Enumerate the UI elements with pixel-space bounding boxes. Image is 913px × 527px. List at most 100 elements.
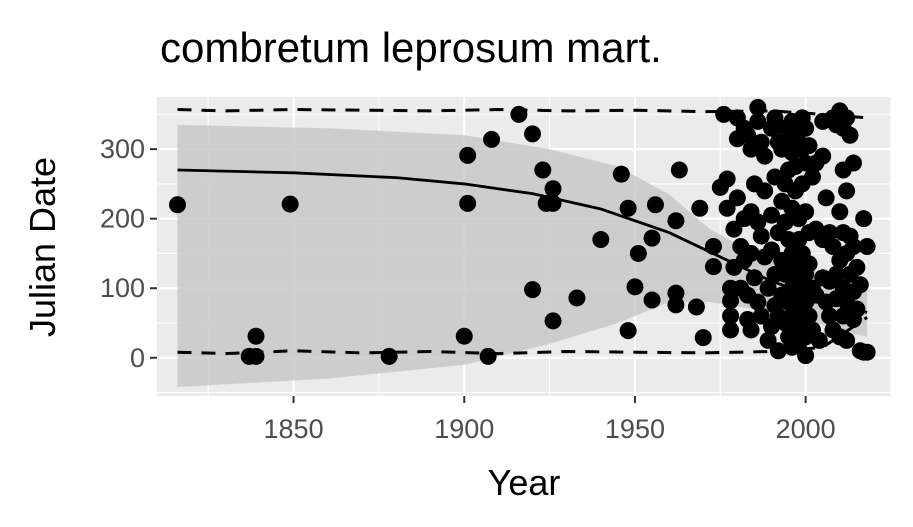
y-axis-ticks: 0 100 200 300 bbox=[100, 134, 157, 373]
data-point bbox=[704, 238, 722, 255]
data-point bbox=[827, 265, 845, 283]
data-point bbox=[821, 307, 839, 325]
data-point bbox=[838, 109, 856, 127]
x-axis-title: Year bbox=[488, 462, 561, 503]
data-point bbox=[851, 276, 869, 294]
data-point bbox=[844, 154, 862, 172]
data-point bbox=[722, 321, 740, 339]
data-point bbox=[479, 347, 497, 365]
data-point bbox=[281, 195, 299, 213]
confidence-ribbon bbox=[177, 124, 868, 387]
y-tick-label: 0 bbox=[130, 343, 145, 373]
data-point bbox=[752, 227, 770, 245]
data-point bbox=[247, 327, 265, 345]
y-tick-label: 300 bbox=[100, 134, 145, 164]
data-point bbox=[855, 210, 873, 228]
data-point bbox=[626, 278, 644, 296]
data-point bbox=[769, 342, 787, 360]
y-axis-title: Julian Date bbox=[22, 157, 63, 337]
data-point bbox=[766, 109, 784, 127]
data-point bbox=[694, 329, 712, 347]
data-point bbox=[728, 189, 746, 207]
data-point bbox=[800, 307, 818, 325]
data-point bbox=[776, 213, 794, 231]
x-tick-label: 1850 bbox=[264, 414, 324, 444]
data-point bbox=[722, 292, 740, 310]
data-point bbox=[797, 119, 815, 137]
data-point bbox=[544, 180, 562, 198]
data-point bbox=[759, 279, 777, 297]
data-point bbox=[797, 203, 815, 221]
data-point bbox=[455, 327, 473, 345]
data-point bbox=[643, 291, 661, 309]
data-point bbox=[459, 146, 477, 164]
data-point bbox=[742, 244, 760, 262]
data-point bbox=[722, 307, 740, 325]
data-point bbox=[459, 194, 477, 212]
data-point bbox=[848, 258, 866, 276]
data-point bbox=[544, 312, 562, 330]
data-point bbox=[667, 212, 685, 230]
data-point bbox=[749, 213, 767, 231]
data-point bbox=[544, 194, 562, 212]
y-tick-label: 100 bbox=[100, 273, 145, 303]
data-point bbox=[858, 238, 876, 255]
data-point bbox=[759, 331, 777, 349]
data-point bbox=[831, 203, 849, 221]
data-point bbox=[817, 189, 835, 207]
x-tick-label: 1950 bbox=[605, 414, 665, 444]
data-point bbox=[667, 296, 685, 314]
data-point bbox=[715, 105, 733, 123]
data-point bbox=[629, 244, 647, 262]
data-point bbox=[510, 105, 528, 123]
data-point bbox=[742, 321, 760, 339]
data-point bbox=[725, 220, 743, 238]
data-point bbox=[841, 126, 859, 144]
data-point bbox=[718, 199, 736, 217]
data-point bbox=[670, 161, 688, 179]
data-point bbox=[667, 284, 685, 302]
data-point bbox=[838, 331, 856, 349]
data-point bbox=[749, 98, 767, 116]
data-point bbox=[718, 170, 736, 188]
data-point bbox=[821, 224, 839, 242]
data-point bbox=[749, 112, 767, 130]
data-point bbox=[844, 238, 862, 255]
x-axis-ticks: 1850 1900 1950 2000 bbox=[264, 396, 836, 444]
data-point bbox=[646, 196, 664, 214]
ribbon-layer bbox=[177, 124, 868, 387]
data-point bbox=[534, 161, 552, 179]
data-point bbox=[752, 133, 770, 151]
data-point bbox=[838, 182, 856, 200]
data-point bbox=[568, 289, 586, 307]
data-point bbox=[619, 322, 637, 340]
data-point bbox=[763, 206, 781, 224]
data-point bbox=[524, 281, 542, 299]
data-point bbox=[756, 182, 774, 200]
data-point bbox=[524, 125, 542, 143]
data-point bbox=[803, 168, 821, 186]
data-point bbox=[704, 258, 722, 276]
x-tick-label: 2000 bbox=[776, 414, 836, 444]
data-point bbox=[483, 130, 501, 148]
data-point bbox=[763, 241, 781, 259]
data-point bbox=[687, 298, 705, 316]
data-point bbox=[643, 229, 661, 247]
data-point bbox=[810, 331, 828, 349]
data-point bbox=[814, 147, 832, 165]
data-point bbox=[380, 347, 398, 365]
data-point bbox=[756, 147, 774, 165]
data-point bbox=[800, 137, 818, 155]
data-point bbox=[612, 165, 630, 183]
data-point bbox=[848, 300, 866, 318]
x-tick-label: 1900 bbox=[434, 414, 494, 444]
data-point bbox=[619, 199, 637, 217]
data-point bbox=[592, 231, 610, 249]
data-point bbox=[824, 238, 842, 255]
data-point bbox=[749, 293, 767, 311]
data-point bbox=[168, 196, 186, 214]
data-point bbox=[797, 347, 815, 365]
data-point bbox=[800, 255, 818, 273]
points-layer bbox=[168, 98, 876, 365]
